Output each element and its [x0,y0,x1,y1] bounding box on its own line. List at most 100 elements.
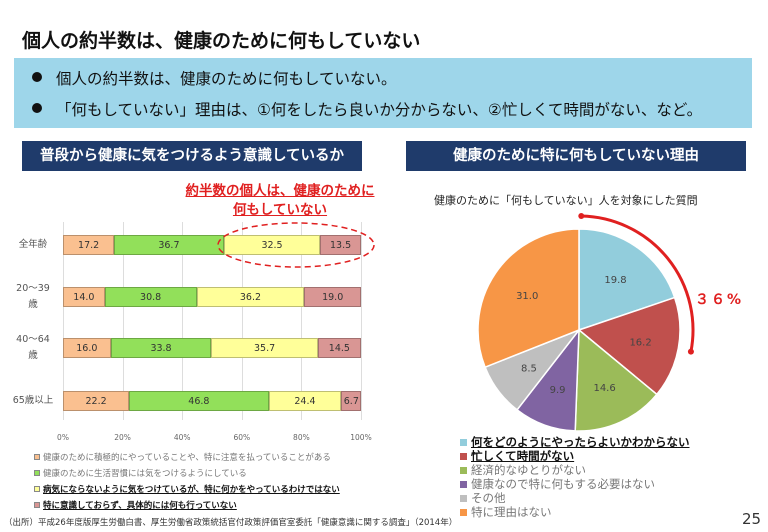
pie-legend-item: 何をどのようにやったらよいかわからない [460,436,690,449]
category-label: 65歳以上 [8,393,58,409]
bar-segment: 36.7 [114,235,224,255]
pie-slice [477,228,580,369]
pie-value-label: 9.9 [550,385,566,396]
pie-chart: 19.8 16.2 14.6 9.9 8.5 31.0 [477,213,695,432]
callout-line: 何もしていない [232,202,328,218]
bar-segment: 22.2 [63,391,130,411]
pie-legend-item: 経済的なゆとりがない [460,464,586,477]
x-tick-label: 60% [233,433,251,442]
legend-swatch-icon [34,454,40,460]
legend-label: 健康のために生活習慣には気をつけるようにしている [43,469,247,479]
legend-swatch-icon [460,495,467,502]
annotation-arc-end [578,213,585,220]
pie-slice [574,328,658,432]
bar-segment: 16.0 [63,338,111,358]
gridline [361,222,362,420]
category-label-line: 歳 [28,299,38,310]
left-section-header: 普段から健康に気をつけるよう意識しているか [22,141,362,171]
pie-value-label: 19.8 [604,275,626,286]
legend-item: 健康のために積極的にやっていることや、特に注意を払っていることがある [34,451,331,463]
legend-swatch-icon [34,486,40,492]
pie-value-label: 31.0 [516,291,538,302]
category-label: 40～64 歳 [8,332,58,364]
annotation-arc-end [687,348,694,355]
pie-value-label: 16.2 [629,337,651,348]
x-tick-label: 0% [57,433,69,442]
pie-slice [578,228,676,332]
legend-item: 病気にならないように気をつけているが、特に何かをやっているわけではない [34,483,340,495]
pie-legend-label: 健康なので特に何もする必要はない [471,477,655,491]
gridline [63,222,64,420]
bullet-item: 「何もしていない」理由は、①何をしたら良いか分からない、②忙しくて時間がない、な… [32,98,702,120]
right-section-header: 健康のために特に何もしていない理由 [406,141,746,171]
legend-swatch-icon [34,470,40,476]
bar-segment: 24.4 [268,391,342,411]
source-note: （出所）平成26年度版厚生労働白書、厚生労働省政策統括官付政策評価官室委託「健康… [4,518,458,528]
x-tick-label: 40% [173,433,191,442]
gridline [182,222,184,420]
callout-text: 約半数の個人は、健康のために 何もしていない [165,182,395,220]
gridline [301,222,303,420]
pie-legend-label: 忙しくて時間がない [471,449,575,463]
gridline [241,222,243,420]
pie-slice [577,296,681,396]
bullet-item: 個人の約半数は、健康のために何もしていない。 [32,67,397,89]
bar-segment: 33.8 [110,338,212,358]
legend-label: 特に意識しておらず、具体的には何も行っていない [43,501,237,511]
bar-segment: 14.0 [63,287,105,307]
bar-segment: 13.5 [320,235,361,255]
page-number: 25 [742,510,762,528]
bar-segment: 19.0 [304,287,361,307]
pie-legend-item: 健康なので特に何もする必要はない [460,478,655,491]
legend-label: 病気にならないように気をつけているが、特に何かをやっているわけではない [43,485,340,495]
legend-swatch-icon [460,467,467,474]
bar-segment: 35.7 [211,338,318,358]
category-label-line: 20～39 [16,283,50,294]
bar-segment: 14.5 [317,338,361,358]
bullet-icon [32,72,42,82]
bar-segment: 30.8 [104,287,197,307]
x-tick-label: 80% [293,433,310,442]
legend-swatch-icon [460,509,467,516]
bullet-text: 個人の約半数は、健康のために何もしていない。 [56,70,397,88]
pie-legend-label: その他 [471,491,506,505]
category-label-line: 全年齢 [18,239,48,250]
bullet-icon [32,103,42,113]
pie-legend-label: 経済的なゆとりがない [471,463,586,477]
bar-segment: 17.2 [63,235,115,255]
category-label: 全年齢 [8,237,58,253]
bar-segment: 36.2 [196,287,305,307]
highlight-ellipse [217,222,375,268]
pie-legend-label: 特に理由はない [471,505,552,519]
legend-item: 健康のために生活習慣には気をつけるようにしている [34,467,247,479]
x-tick-label: 20% [114,433,131,442]
bullet-text: 「何もしていない」理由は、①何をしたら良いか分からない、②忙しくて時間がない、な… [56,101,703,119]
bar-segment: 32.5 [223,235,321,255]
pie-title: 健康のために「何もしていない」人を対象にした質問 [434,194,698,207]
category-label-line: 歳 [28,350,38,361]
pie-value-label: 14.6 [593,383,615,394]
category-label-line: 40～64 [16,334,50,345]
category-label-line: 65歳以上 [12,395,54,406]
legend-swatch-icon [460,439,467,446]
legend-swatch-icon [34,502,40,508]
legend-swatch-icon [460,453,467,460]
pie-value-label: 8.5 [521,364,537,375]
category-label: 20～39 歳 [8,281,58,313]
pie-legend-item: その他 [460,492,506,505]
summary-box: 個人の約半数は、健康のために何もしていない。 「何もしていない」理由は、①何をし… [14,58,752,128]
callout-line: 約半数の個人は、健康のために [185,183,375,199]
pie-annotation: ３６% [695,292,744,308]
legend-label: 健康のために積極的にやっていることや、特に注意を払っていることがある [43,453,331,463]
page-title: 個人の約半数は、健康のために何もしていない [22,30,421,52]
pie-legend-item: 忙しくて時間がない [460,450,574,463]
legend-swatch-icon [460,481,467,488]
gridline [122,222,124,420]
legend-item: 特に意識しておらず、具体的には何も行っていない [34,499,237,511]
bar-segment: 46.8 [129,391,269,411]
x-tick-label: 100% [350,433,372,442]
annotation-arc [581,214,695,352]
pie-legend-item: 特に理由はない [460,506,552,519]
pie-legend-label: 何をどのようにやったらよいかわからない [471,435,690,449]
